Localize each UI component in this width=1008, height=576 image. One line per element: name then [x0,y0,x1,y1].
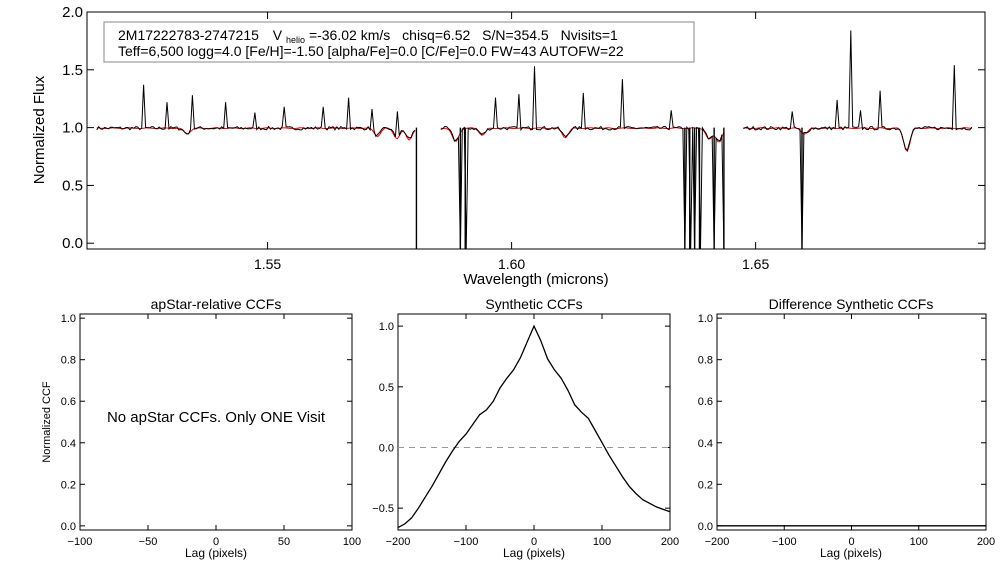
y-tick-label: 1.0 [62,120,83,137]
x-tick-label: 1.60 [498,256,525,272]
apstar-annotation: No apStar CCFs. Only ONE Visit [107,409,326,426]
y-tick-label: −0.5 [372,503,394,515]
spectrum-info-box: 2M17222783-2747215 V helio =-36.02 km/s … [103,21,695,63]
synthetic-spectrum-line [96,127,972,153]
apstar-ticks: −100 −50 0 50 100 0.0 0.2 0.4 0.6 0.8 1.0 [61,313,361,548]
spectrum-axes-frame [86,11,986,250]
x-tick-label: 0 [213,536,219,548]
x-tick-label: 100 [593,536,611,548]
x-tick-label: −50 [139,536,158,548]
x-tick-label: 0 [848,536,854,548]
x-tick-label: 1.65 [742,256,769,272]
info-box-frame [103,21,695,63]
apstar-ccf-panel: −100 −50 0 50 100 0.0 0.2 0.4 0.6 0.8 1.0 apStar-r… [41,296,361,560]
apstar-x-axis-label: Lag (pixels) [185,546,247,560]
y-tick-label: 0.8 [698,355,713,367]
difference-title: Difference Synthetic CCFs [769,296,934,312]
vhelio-value: =-36.02 km/s [309,27,390,43]
x-tick-label: 0 [531,536,537,548]
observed-spectrum-line [96,30,973,250]
y-tick-label: 0.2 [698,479,713,491]
synthetic-spectrum-segment [743,127,972,153]
chisq-value: chisq=6.52 [402,27,470,43]
y-tick-label: 0.6 [61,396,76,408]
spectrum-x-axis-label: Wavelength (microns) [463,271,608,288]
y-tick-label: 0.8 [61,355,76,367]
difference-ticks: −200 −100 0 100 200 0.0 0.2 0.4 0.6 0.8 1.0 [698,313,995,548]
x-tick-label: −100 [68,536,93,548]
y-tick-label: 0.4 [61,438,76,450]
y-tick-label: 0.0 [62,235,83,252]
spectrum-ticks: 1.55 1.60 1.65 0.0 0.5 1.0 1.5 2.0 [62,4,985,272]
vhelio-prefix: V [273,27,283,43]
apstar-title: apStar-relative CCFs [151,296,282,312]
y-tick-label: 1.0 [698,313,713,325]
synthetic-title: Synthetic CCFs [485,296,582,312]
nvisits-value: Nvisits=1 [561,27,618,43]
x-tick-label: 200 [977,536,995,548]
synthetic-axes-frame [397,313,671,531]
x-tick-label: 100 [910,536,928,548]
y-tick-label: 0.6 [698,396,713,408]
synthetic-x-axis-label: Lag (pixels) [503,546,565,560]
snr-value: S/N=354.5 [482,27,549,43]
difference-axes-frame [716,313,987,531]
y-tick-label: 1.0 [61,313,76,325]
y-tick-label: 0.4 [698,438,713,450]
y-tick-label: 0.0 [379,442,394,454]
synthetic-ccf-curve [397,324,671,529]
observed-spectrum-segment [743,30,973,250]
y-tick-label: 0.5 [62,177,83,194]
x-tick-label: −100 [772,536,797,548]
y-tick-label: 2.0 [62,4,83,21]
y-tick-label: 0.5 [379,382,394,394]
x-tick-label: 100 [343,536,361,548]
y-tick-label: 0.0 [61,521,76,533]
x-tick-label: 50 [278,536,290,548]
synthetic-ticks: −200 −100 0 100 200 −0.5 0.0 0.5 1.0 [372,314,679,548]
spectrum-y-axis-label: Normalized Flux [31,75,48,184]
x-tick-label: 200 [661,536,679,548]
y-tick-label: 0.0 [698,521,713,533]
apstar-y-axis-label: Normalized CCF [41,381,53,463]
synthetic-ccf-series [397,324,671,529]
y-tick-label: 1.0 [379,321,394,333]
observed-spectrum-segment [96,84,416,139]
x-tick-label: −200 [705,536,730,548]
x-tick-label: −100 [454,536,479,548]
synthetic-spectrum-segment [96,127,416,141]
difference-x-axis-label: Lag (pixels) [820,546,882,560]
synthetic-ccf-panel: −200 −100 0 100 200 −0.5 0.0 0.5 1.0 Synthetic C… [372,296,679,560]
object-id: 2M17222783-2747215 [118,27,259,43]
y-tick-label: 0.2 [61,479,76,491]
difference-ccf-panel: −200 −100 0 100 200 0.0 0.2 0.4 0.6 0.8 1.0 Differ… [698,296,995,560]
x-tick-label: 1.55 [254,256,281,272]
vhelio-subscript: helio [286,35,305,45]
spectrum-panel: 1.55 1.60 1.65 0.0 0.5 1.0 1.5 2.0 2M17222783-2… [31,4,986,288]
x-tick-label: −200 [386,536,411,548]
observed-spectrum-segment [440,66,725,250]
info-line-1: 2M17222783-2747215 V helio =-36.02 km/s … [118,27,618,46]
synthetic-spectrum-segment [440,127,725,143]
info-line-2: Teff=6,500 logg=4.0 [Fe/H]=-1.50 [alpha/… [118,43,624,59]
y-tick-label: 1.5 [62,62,83,79]
